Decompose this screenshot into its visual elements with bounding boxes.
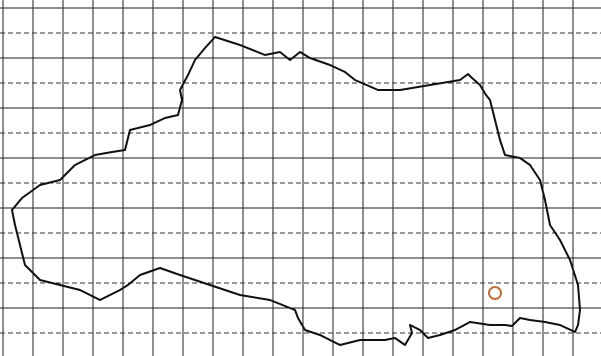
location-marker bbox=[488, 286, 502, 300]
region-outline bbox=[11, 36, 581, 346]
